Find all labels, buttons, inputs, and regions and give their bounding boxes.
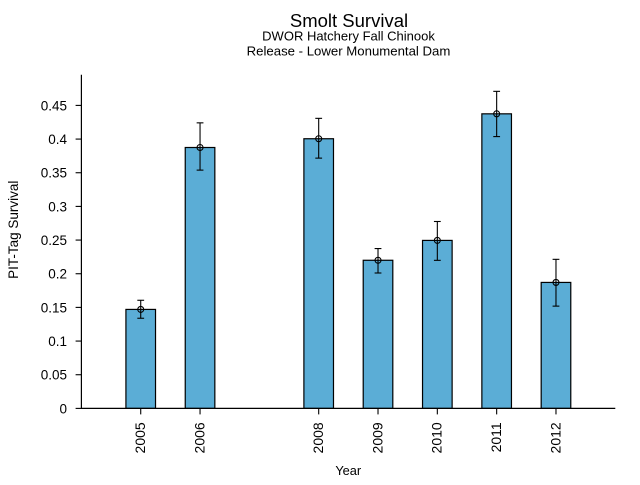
svg-text:2006: 2006 <box>191 422 207 453</box>
svg-text:0.45: 0.45 <box>41 98 67 113</box>
svg-text:0: 0 <box>59 401 67 416</box>
svg-text:0.25: 0.25 <box>41 233 67 248</box>
svg-text:2008: 2008 <box>310 422 326 453</box>
svg-text:0.4: 0.4 <box>48 132 67 147</box>
svg-text:0.1: 0.1 <box>48 334 67 349</box>
svg-text:0.2: 0.2 <box>48 267 67 282</box>
svg-text:0.35: 0.35 <box>41 166 67 181</box>
svg-text:0.05: 0.05 <box>41 368 67 383</box>
svg-text:Year: Year <box>335 463 362 478</box>
svg-text:0.3: 0.3 <box>48 199 67 214</box>
svg-text:2011: 2011 <box>488 422 504 452</box>
svg-text:2005: 2005 <box>132 422 148 453</box>
svg-text:0.15: 0.15 <box>41 300 67 315</box>
svg-text:Smolt Survival: Smolt Survival <box>290 10 408 31</box>
svg-text:2010: 2010 <box>429 422 445 453</box>
svg-text:2009: 2009 <box>369 422 385 453</box>
svg-text:Release - Lower Monumental Dam: Release - Lower Monumental Dam <box>247 44 451 59</box>
svg-text:2012: 2012 <box>547 422 563 453</box>
svg-text:PIT-Tag Survival: PIT-Tag Survival <box>6 181 21 279</box>
svg-text:DWOR Hatchery Fall Chinook: DWOR Hatchery Fall Chinook <box>262 29 435 44</box>
